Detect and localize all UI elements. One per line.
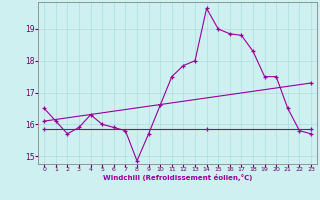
- X-axis label: Windchill (Refroidissement éolien,°C): Windchill (Refroidissement éolien,°C): [103, 174, 252, 181]
